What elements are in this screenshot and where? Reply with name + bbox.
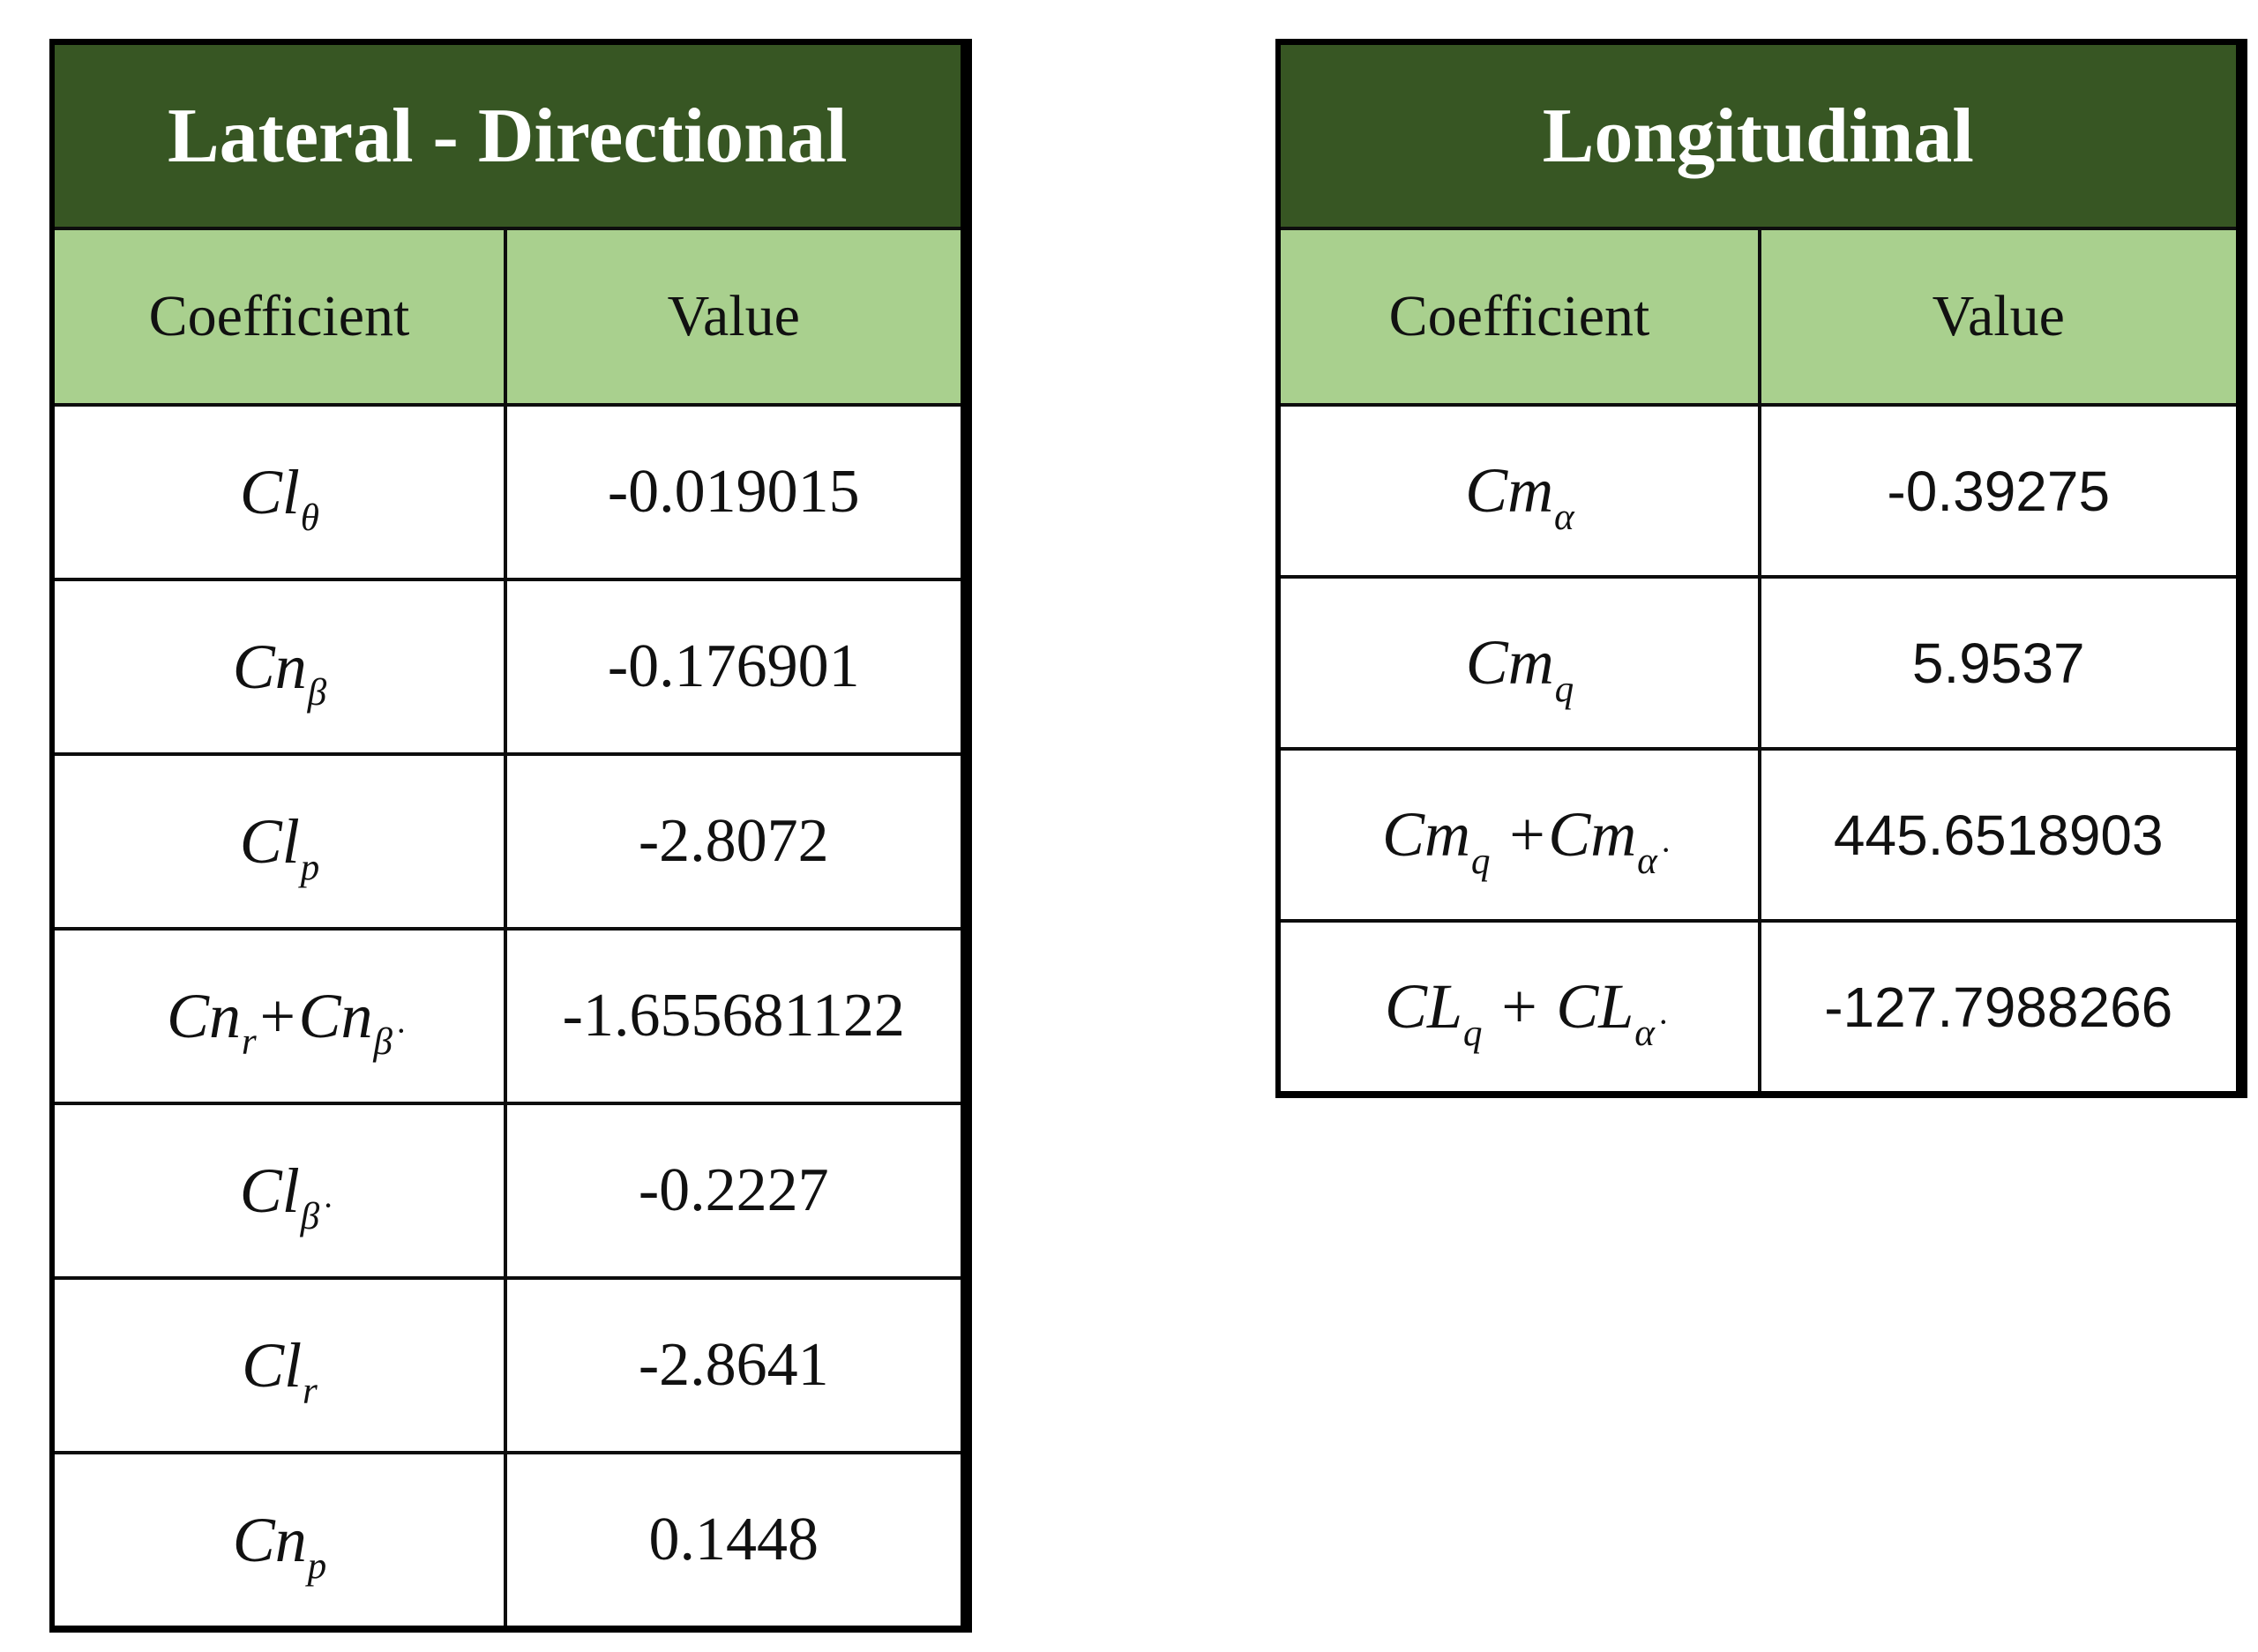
coefficient-cell: Clβ̇ [50,1102,507,1280]
table-row: Cmα -0.39275 [1276,403,2243,579]
coefficient-cell: Cmq [1276,575,1761,751]
value-cell: 5.9537 [1758,575,2243,751]
table-title: Lateral - Directional [49,40,968,230]
value-cell: -0.176901 [503,578,968,756]
table-title-row: Longitudinal [1276,40,2243,230]
table-row: Clβ̇ -0.2227 [50,1102,968,1280]
value-cell: -2.8072 [503,752,968,931]
value-cell: -1.655681122 [503,927,968,1105]
column-header-coefficient: Coefficient [1276,227,1761,407]
value-cell: -0.2227 [503,1102,968,1280]
value-cell: 0.1448 [503,1451,968,1631]
table-row: Cnβ -0.176901 [50,578,968,756]
table-row: Cmq 5.9537 [1276,575,2243,751]
value-cell: -0.39275 [1758,403,2243,579]
table-title: Longitudinal [1276,40,2243,230]
coefficient-cell: Cnr+Cnβ̇ [50,927,507,1105]
coefficient-cell: Clr [50,1276,507,1454]
table-body: Clθ -0.019015 Cnβ -0.176901 Clp -2.8072 Cnr+Cn… [50,403,968,1631]
table-row: Cmq +Cmα̇ 445.6518903 [1276,747,2243,923]
column-header-value: Value [1758,227,2243,407]
column-header-row: Coefficient Value [1276,227,2243,407]
table-row: Clθ -0.019015 [50,403,968,581]
coefficient-cell: Cnβ [50,578,507,756]
coefficient-cell: CLq + CLα̇ [1276,919,1761,1096]
value-cell: -2.8641 [503,1276,968,1454]
table-row: CLq + CLα̇ -127.7988266 [1276,919,2243,1096]
coefficient-cell: Clθ [50,403,507,581]
coefficient-cell: Clp [50,752,507,931]
value-cell: -127.7988266 [1758,919,2243,1096]
table-body: Cmα -0.39275 Cmq 5.9537 Cmq +Cmα̇ 445.6518903… [1276,403,2243,1096]
table-row: Clp -2.8072 [50,752,968,931]
coefficient-cell: Cnp [50,1451,507,1631]
longitudinal-table: Longitudinal Coefficient Value Cmα -0.392… [1275,39,2247,1098]
table-row: Cnp 0.1448 [50,1451,968,1631]
coefficient-cell: Cmq +Cmα̇ [1276,747,1761,923]
value-cell: 445.6518903 [1758,747,2243,923]
coefficient-cell: Cmα [1276,403,1761,579]
table-title-row: Lateral - Directional [49,40,968,230]
column-header-row: Coefficient Value [50,227,968,407]
table-row: Clr -2.8641 [50,1276,968,1454]
value-cell: -0.019015 [503,403,968,581]
column-header-coefficient: Coefficient [50,227,507,407]
column-header-value: Value [503,227,968,407]
lateral-directional-table: Lateral - Directional Coefficient Value … [49,39,972,1633]
table-row: Cnr+Cnβ̇ -1.655681122 [50,927,968,1105]
